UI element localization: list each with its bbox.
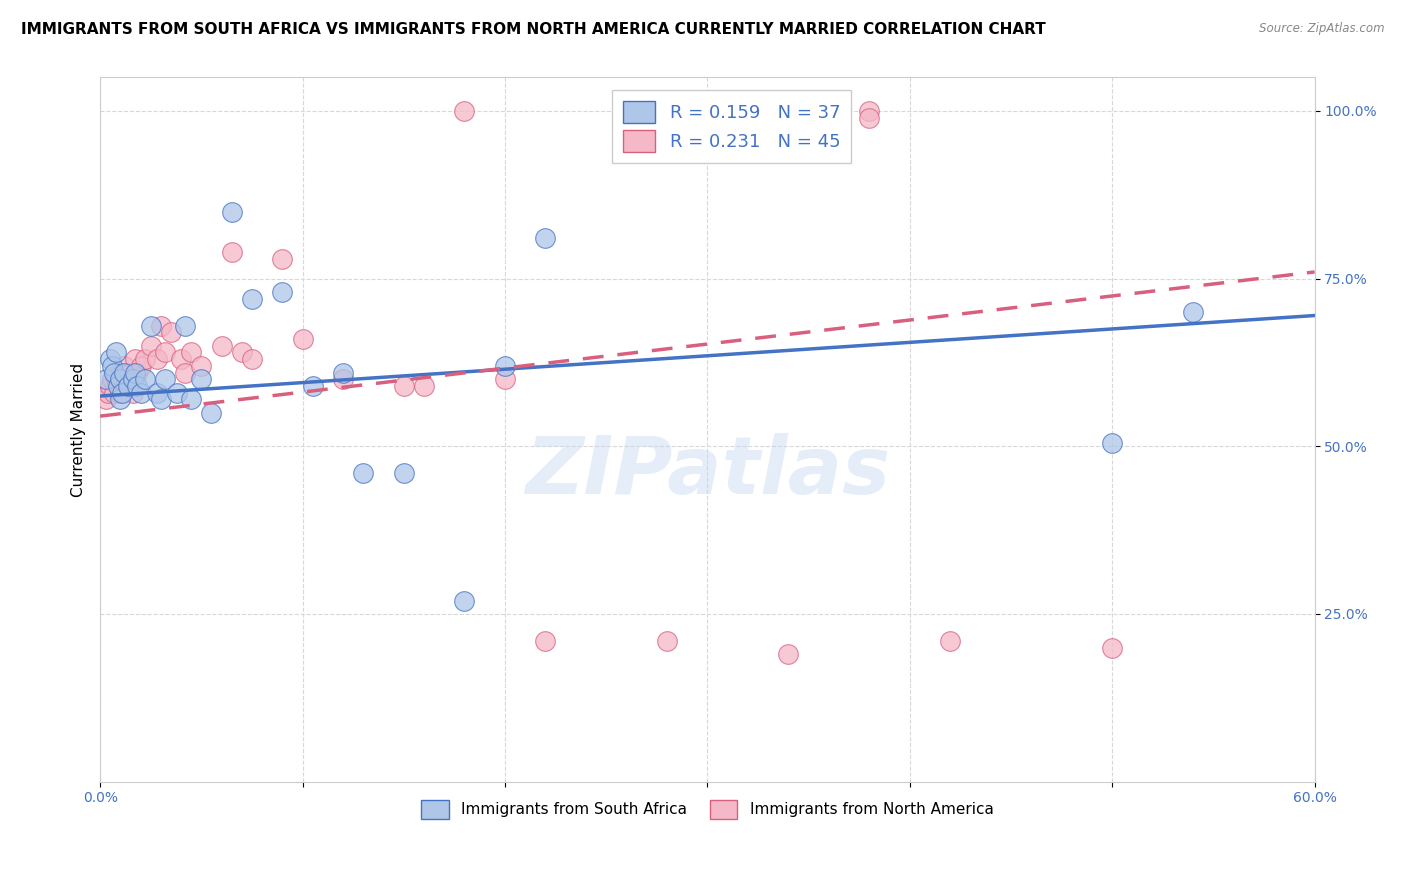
Point: [112, 366, 135, 380]
Text: ZIPatlas: ZIPatlas: [524, 433, 890, 511]
Point: [110, 385, 132, 400]
Point: [494, 359, 516, 373]
Point: [134, 372, 156, 386]
Legend: Immigrants from South Africa, Immigrants from North America: Immigrants from South Africa, Immigrants…: [415, 794, 1000, 825]
Point: [110, 372, 132, 386]
Point: [107, 366, 129, 380]
Point: [139, 318, 162, 333]
Text: Source: ZipAtlas.com: Source: ZipAtlas.com: [1260, 22, 1385, 36]
Point: [107, 379, 129, 393]
Point: [453, 103, 475, 118]
Point: [1101, 640, 1123, 655]
Point: [778, 647, 800, 661]
Point: [98, 352, 121, 367]
Point: [180, 345, 202, 359]
Point: [655, 633, 678, 648]
Point: [392, 379, 415, 393]
Point: [1182, 305, 1205, 319]
Point: [240, 352, 263, 367]
Point: [153, 345, 176, 359]
Point: [129, 359, 152, 373]
Point: [149, 318, 172, 333]
Point: [139, 339, 162, 353]
Point: [534, 633, 557, 648]
Point: [121, 385, 143, 400]
Point: [160, 326, 183, 340]
Point: [858, 103, 880, 118]
Point: [332, 372, 354, 386]
Point: [494, 372, 516, 386]
Point: [96, 392, 118, 407]
Point: [121, 372, 143, 386]
Point: [301, 379, 323, 393]
Point: [103, 385, 125, 400]
Point: [101, 372, 124, 386]
Point: [166, 385, 188, 400]
Y-axis label: Currently Married: Currently Married: [72, 362, 86, 497]
Point: [124, 366, 146, 380]
Point: [98, 379, 121, 393]
Point: [153, 372, 176, 386]
Point: [125, 366, 148, 380]
Point: [858, 111, 880, 125]
Point: [352, 466, 374, 480]
Point: [117, 379, 139, 393]
Point: [146, 352, 169, 367]
Point: [129, 385, 152, 400]
Point: [200, 406, 222, 420]
Point: [105, 372, 128, 386]
Point: [1101, 436, 1123, 450]
Point: [190, 372, 212, 386]
Point: [291, 332, 314, 346]
Point: [174, 366, 197, 380]
Point: [534, 231, 557, 245]
Point: [453, 593, 475, 607]
Point: [101, 359, 124, 373]
Point: [97, 385, 120, 400]
Point: [125, 379, 148, 393]
Point: [124, 352, 146, 367]
Point: [413, 379, 436, 393]
Point: [115, 379, 138, 393]
Point: [190, 359, 212, 373]
Point: [110, 392, 132, 407]
Point: [170, 352, 193, 367]
Point: [149, 392, 172, 407]
Point: [231, 345, 253, 359]
Text: IMMIGRANTS FROM SOUTH AFRICA VS IMMIGRANTS FROM NORTH AMERICA CURRENTLY MARRIED : IMMIGRANTS FROM SOUTH AFRICA VS IMMIGRAN…: [21, 22, 1046, 37]
Point: [221, 244, 243, 259]
Point: [174, 318, 197, 333]
Point: [110, 372, 132, 386]
Point: [111, 385, 134, 400]
Point: [112, 359, 135, 373]
Point: [392, 466, 415, 480]
Point: [103, 366, 125, 380]
Point: [146, 385, 169, 400]
Point: [96, 372, 118, 386]
Point: [939, 633, 962, 648]
Point: [111, 366, 134, 380]
Point: [134, 352, 156, 367]
Point: [271, 252, 294, 266]
Point: [211, 339, 233, 353]
Point: [221, 204, 243, 219]
Point: [271, 285, 294, 299]
Point: [332, 366, 354, 380]
Point: [180, 392, 202, 407]
Point: [105, 345, 128, 359]
Point: [120, 366, 142, 380]
Point: [240, 292, 263, 306]
